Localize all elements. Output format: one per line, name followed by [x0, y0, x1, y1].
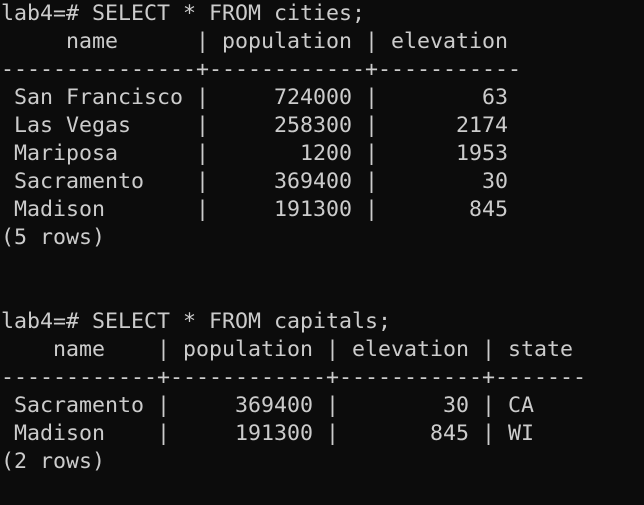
table-row: Madison | 191300 | 845 | WI: [1, 421, 535, 446]
row-count: (5 rows): [1, 225, 106, 250]
table-row: Madison | 191300 | 845: [1, 197, 509, 222]
table-row: Las Vegas | 258300 | 2174: [1, 113, 509, 138]
table-header: name | population | elevation: [1, 29, 509, 54]
row-count: (2 rows): [1, 449, 106, 474]
table-row: Sacramento | 369400 | 30: [1, 169, 509, 194]
command-line: lab4=# SELECT * FROM cities;: [1, 1, 366, 26]
command-line: lab4=# SELECT * FROM capitals;: [1, 309, 392, 334]
table-row: Sacramento | 369400 | 30 | CA: [1, 393, 535, 418]
table-row: Mariposa | 1200 | 1953: [1, 141, 509, 166]
table-separator: ------------+------------+-----------+--…: [1, 365, 587, 390]
blank-line: [1, 252, 644, 280]
table-header: name | population | elevation | state: [1, 337, 574, 362]
table-row: San Francisco | 724000 | 63: [1, 85, 509, 110]
table-separator: ---------------+------------+-----------: [1, 57, 522, 82]
blank-line: [1, 280, 644, 308]
